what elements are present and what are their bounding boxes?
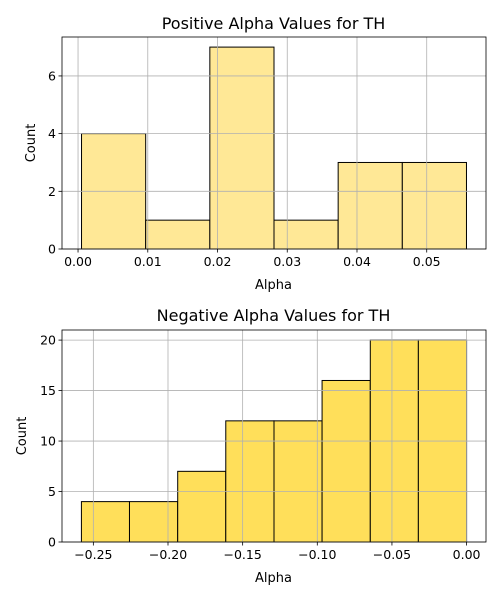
histogram-bar bbox=[80, 501, 130, 543]
plot-area: −0.25 −0.20 −0.15 −0.10 −0.05 0.00 0 5 10 15 20 bbox=[40, 329, 487, 562]
histogram-bar bbox=[177, 470, 227, 543]
y-tick-label: 0 bbox=[48, 242, 56, 257]
chart-title: Positive Alpha Values for TH bbox=[162, 14, 386, 33]
y-tick-label: 10 bbox=[40, 434, 56, 449]
axes-frame bbox=[61, 36, 487, 250]
x-tick-label: 0.05 bbox=[413, 254, 441, 269]
x-tick-label: 0.02 bbox=[204, 254, 232, 269]
x-tick-label: 0.00 bbox=[64, 254, 92, 269]
negative-alpha-histogram: −0.25 −0.20 −0.15 −0.10 −0.05 0.00 0 5 10 15 20 Ne… bbox=[15, 306, 487, 586]
y-tick-label: 20 bbox=[40, 333, 56, 348]
histogram-bar bbox=[273, 420, 323, 543]
histogram-bar bbox=[225, 420, 275, 543]
positive-alpha-histogram: 0.00 0.01 0.02 0.03 0.04 0.05 0 2 4 6 Positive Al… bbox=[24, 14, 487, 293]
histogram-bar bbox=[128, 501, 179, 543]
x-tick-label: 0.00 bbox=[453, 547, 481, 562]
histogram-bar bbox=[401, 161, 467, 250]
x-tick-label: 0.01 bbox=[134, 254, 162, 269]
x-axis-label: Alpha bbox=[255, 278, 292, 293]
y-tick-label: 6 bbox=[48, 68, 56, 83]
x-tick-label: 0.03 bbox=[273, 254, 301, 269]
x-tick-label: −0.20 bbox=[149, 547, 187, 562]
y-axis-label: Count bbox=[15, 417, 30, 456]
axes-frame bbox=[61, 329, 487, 543]
x-tick-label: −0.05 bbox=[373, 547, 411, 562]
chart-title: Negative Alpha Values for TH bbox=[157, 306, 391, 325]
x-axis-label: Alpha bbox=[255, 571, 292, 586]
y-tick-label: 0 bbox=[48, 535, 56, 550]
plot-area: 0.00 0.01 0.02 0.03 0.04 0.05 0 2 4 6 bbox=[48, 36, 487, 269]
histogram-bar bbox=[273, 219, 339, 250]
y-tick-label: 15 bbox=[40, 383, 56, 398]
y-axis-label: Count bbox=[24, 124, 39, 163]
histogram-bar bbox=[337, 161, 403, 250]
histogram-bar bbox=[145, 219, 211, 250]
y-tick-label: 4 bbox=[48, 126, 56, 141]
histogram-bar bbox=[321, 379, 371, 543]
histogram-bar bbox=[209, 46, 275, 250]
y-tick-label: 5 bbox=[48, 484, 56, 499]
x-tick-label: 0.04 bbox=[343, 254, 371, 269]
x-tick-label: −0.25 bbox=[74, 547, 112, 562]
y-tick-label: 2 bbox=[48, 184, 56, 199]
x-tick-label: −0.10 bbox=[298, 547, 336, 562]
x-tick-label: −0.15 bbox=[223, 547, 261, 562]
